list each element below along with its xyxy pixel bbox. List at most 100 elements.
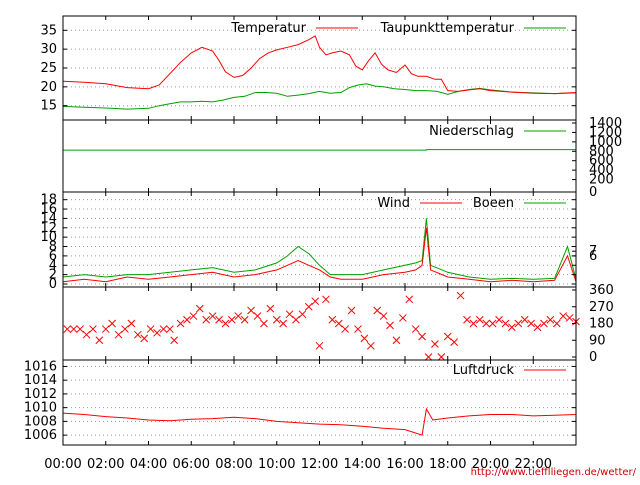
series-line <box>62 407 577 436</box>
y-tick-label: 20 <box>40 80 57 95</box>
series-line <box>62 35 577 95</box>
direction-marker <box>469 319 478 328</box>
direction-marker <box>202 315 211 324</box>
direction-marker <box>431 340 439 348</box>
y-tick-label: 16 <box>40 202 57 217</box>
direction-marker <box>475 315 484 324</box>
y-tick-label: 1014 <box>24 373 57 388</box>
y-tick-label: 14 <box>40 211 57 226</box>
credit-link[interactable]: http://www.tiefflliegen.de/wetter/ <box>471 467 637 478</box>
legend-label: Temperatur <box>230 21 306 36</box>
frame-layer <box>62 15 577 446</box>
direction-marker <box>82 330 91 339</box>
direction-marker <box>159 325 168 333</box>
direction-marker <box>341 325 350 333</box>
y-tick-label: 18 <box>40 193 57 208</box>
legend-label: Boeen <box>473 196 514 211</box>
direction-marker <box>533 323 542 332</box>
direction-marker <box>552 319 561 328</box>
y-tick-label: 30 <box>40 42 57 57</box>
direction-marker <box>501 319 510 328</box>
direction-marker <box>108 319 117 328</box>
direction-marker <box>170 336 179 345</box>
x-tick-label: 08:00 <box>215 457 252 472</box>
y-tick-label-right: 600 <box>589 154 614 169</box>
y-tick-label-right: 0 <box>589 185 597 200</box>
x-tick-label: 16:00 <box>386 457 423 472</box>
direction-marker <box>285 310 294 319</box>
y-tick-label-right: 400 <box>589 163 614 178</box>
y-tick-label: 2 <box>49 268 57 283</box>
y-tick-label: 0 <box>49 277 57 292</box>
direction-marker <box>215 315 223 324</box>
direction-marker <box>488 319 497 328</box>
direction-marker <box>228 315 236 324</box>
direction-marker <box>399 314 407 322</box>
direction-marker <box>456 291 465 300</box>
direction-marker <box>76 325 84 333</box>
direction-marker <box>221 319 230 328</box>
direction-marker <box>360 334 369 343</box>
direction-marker <box>373 306 382 315</box>
direction-marker <box>101 325 110 333</box>
y-tick-label: 15 <box>40 99 57 114</box>
direction-marker <box>234 312 243 320</box>
y-tick-label: 1012 <box>24 387 57 402</box>
y-tick-label-right: 6 <box>589 249 597 264</box>
y-tick-label-right: 1000 <box>589 135 622 150</box>
y-tick-label-right: 180 <box>589 317 614 332</box>
direction-marker <box>304 302 313 311</box>
direction-marker <box>347 306 356 315</box>
y-tick-label-right: 360 <box>589 283 614 298</box>
direction-marker <box>322 295 330 304</box>
direction-marker <box>315 341 324 350</box>
direction-marker <box>405 295 414 304</box>
direction-marker <box>121 325 129 333</box>
direction-marker <box>292 315 300 324</box>
x-tick-label: 20:00 <box>472 457 509 472</box>
series-line <box>63 149 576 151</box>
direction-marker <box>266 304 275 313</box>
direction-marker <box>508 323 516 332</box>
y-tick-label: 12 <box>40 221 57 236</box>
y-tick-label: 4 <box>49 258 57 273</box>
legend-label: Wind <box>377 196 410 211</box>
direction-marker <box>392 336 401 345</box>
direction-marker <box>559 312 568 320</box>
direction-marker <box>437 353 446 361</box>
x-tick-label: 22:00 <box>515 457 552 472</box>
direction-marker <box>418 332 426 341</box>
y-tick-label: 1010 <box>24 401 57 416</box>
direction-marker <box>565 314 574 322</box>
legend-label: Luftdruck <box>453 363 515 378</box>
direction-marker <box>450 338 459 346</box>
y-tick-label: 6 <box>49 249 57 264</box>
y-tick-label-right: 0 <box>589 350 597 365</box>
direction-marker <box>208 312 217 320</box>
direction-marker <box>366 341 375 350</box>
y-tick-label-right: 200 <box>589 173 614 188</box>
y-tick-label: 8 <box>49 240 57 255</box>
y-tick-label-right: 90 <box>589 333 606 348</box>
direction-marker <box>189 312 198 320</box>
direction-marker <box>386 321 394 330</box>
direction-marker <box>272 315 281 324</box>
direction-marker <box>514 319 523 328</box>
direction-marker <box>240 315 249 324</box>
x-tick-label: 02:00 <box>87 457 124 472</box>
direction-marker <box>482 319 491 328</box>
x-tick-label: 12:00 <box>301 457 338 472</box>
y-tick-label-right: 800 <box>589 144 614 159</box>
x-tick-label: 14:00 <box>344 457 381 472</box>
direction-marker <box>260 319 268 328</box>
direction-marker <box>328 315 337 324</box>
direction-marker <box>443 332 452 341</box>
direction-marker <box>311 297 320 306</box>
y-tick-label: 25 <box>40 61 57 76</box>
x-tick-label: 04:00 <box>130 457 167 472</box>
direction-marker <box>176 319 185 328</box>
x-tick-label: 00:00 <box>44 457 81 472</box>
y-tick-label: 1006 <box>24 428 57 443</box>
